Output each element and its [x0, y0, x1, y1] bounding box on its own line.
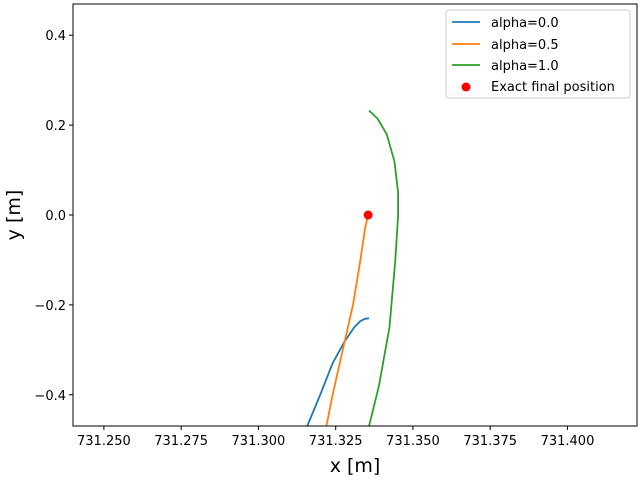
series-line-2: [368, 109, 400, 426]
x-tick-label: 731.325: [309, 434, 363, 449]
x-tick-label: 731.350: [386, 434, 440, 449]
marker-layer: [363, 210, 373, 220]
legend: alpha=0.0 alpha=0.5 alpha=1.0 Exact fina…: [445, 9, 631, 99]
legend-label-alpha-1: alpha=1.0: [491, 59, 559, 74]
legend-marker-exact-final-position: [461, 82, 471, 92]
y-axis-label: y [m]: [3, 190, 25, 241]
legend-label-alpha-0: alpha=0.0: [491, 16, 559, 31]
y-tick-label: 0.2: [45, 119, 66, 134]
x-tick-label: 731.250: [77, 434, 131, 449]
y-axis-ticks: −0.4 −0.2 0.0 0.2 0.4: [34, 29, 73, 404]
legend-label-exact-final-position: Exact final position: [491, 80, 615, 95]
x-tick-label: 731.275: [154, 434, 208, 449]
exact-final-position-point: [363, 210, 373, 220]
legend-frame: [445, 9, 631, 99]
x-axis-label: x [m]: [330, 455, 381, 477]
x-axis-ticks: 731.250 731.275 731.300 731.325 731.350 731.3…: [77, 426, 594, 449]
x-tick-label: 731.400: [541, 434, 595, 449]
axes-frame: [72, 3, 638, 427]
y-tick-label: 0.4: [45, 29, 66, 44]
series-line-0: [306, 317, 370, 426]
y-tick-label: −0.2: [34, 299, 66, 314]
y-tick-label: 0.0: [45, 209, 66, 224]
series-line-1: [325, 213, 370, 426]
x-tick-label: 731.300: [232, 434, 286, 449]
legend-label-alpha-0-5: alpha=0.5: [491, 38, 559, 53]
y-tick-label: −0.4: [34, 389, 66, 404]
x-tick-label: 731.375: [463, 434, 517, 449]
series-layer: [306, 109, 400, 426]
